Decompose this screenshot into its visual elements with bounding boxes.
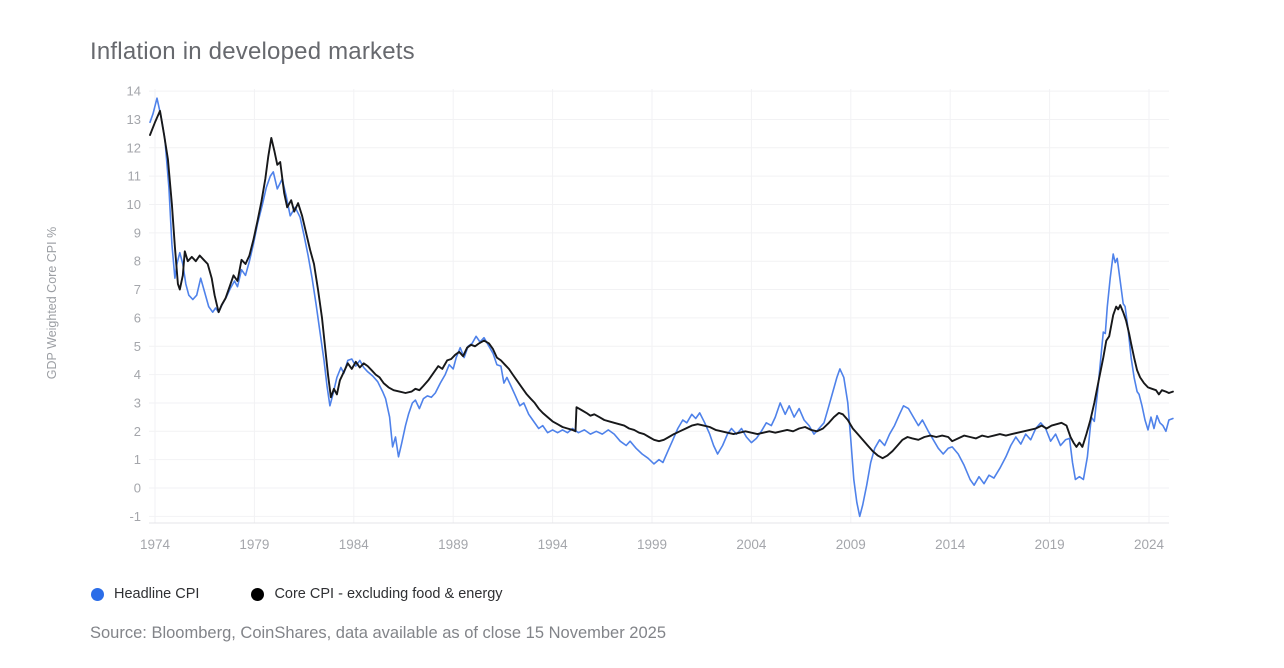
- y-tick-label: 4: [134, 367, 141, 382]
- x-tick-label: 1979: [239, 537, 269, 552]
- y-tick-label: 5: [134, 339, 141, 354]
- x-tick-label: 2009: [836, 537, 866, 552]
- legend-item-headline-cpi[interactable]: Headline CPI: [91, 586, 199, 602]
- chart-legend: Headline CPI Core CPI - excluding food &…: [91, 584, 555, 604]
- y-tick-label: 1: [134, 452, 141, 467]
- core-cpi-dot-icon: [251, 587, 265, 601]
- legend-label: Core CPI - excluding food & energy: [274, 586, 503, 602]
- x-tick-label: 1984: [339, 537, 370, 552]
- core-cpi-line: [149, 109, 1174, 460]
- y-tick-label: 7: [134, 282, 141, 297]
- y-tick-label: 12: [127, 140, 141, 155]
- y-tick-label: 3: [134, 395, 141, 410]
- x-tick-label: 1994: [538, 537, 569, 552]
- y-tick-label: 0: [134, 481, 141, 496]
- legend-item-core-cpi[interactable]: Core CPI - excluding food & energy: [251, 586, 503, 602]
- y-tick-label: 6: [134, 310, 141, 325]
- y-tick-label: 2: [134, 424, 141, 439]
- headline-cpi-line: [149, 97, 1174, 518]
- x-tick-label: 2019: [1035, 537, 1065, 552]
- x-tick-label: 2004: [736, 537, 767, 552]
- x-tick-label: 2024: [1134, 537, 1165, 552]
- x-tick-label: 1989: [438, 537, 468, 552]
- headline-cpi-dot-icon: [91, 587, 104, 601]
- source-attribution: Source: Bloomberg, CoinShares, data avai…: [90, 624, 667, 642]
- page-title: Inflation in developed markets: [90, 38, 415, 65]
- y-tick-label: 14: [127, 84, 141, 99]
- x-tick-label: 1974: [140, 537, 171, 552]
- y-tick-label: 11: [128, 169, 142, 184]
- legend-label: Headline CPI: [114, 586, 200, 602]
- x-tick-label: 1999: [637, 537, 667, 552]
- y-tick-label: 10: [127, 197, 141, 212]
- y-tick-label: -1: [129, 509, 141, 524]
- y-tick-label: 9: [134, 225, 141, 240]
- y-tick-label: 8: [134, 254, 141, 269]
- x-tick-label: 2014: [935, 537, 966, 552]
- y-tick-label: 13: [127, 112, 141, 127]
